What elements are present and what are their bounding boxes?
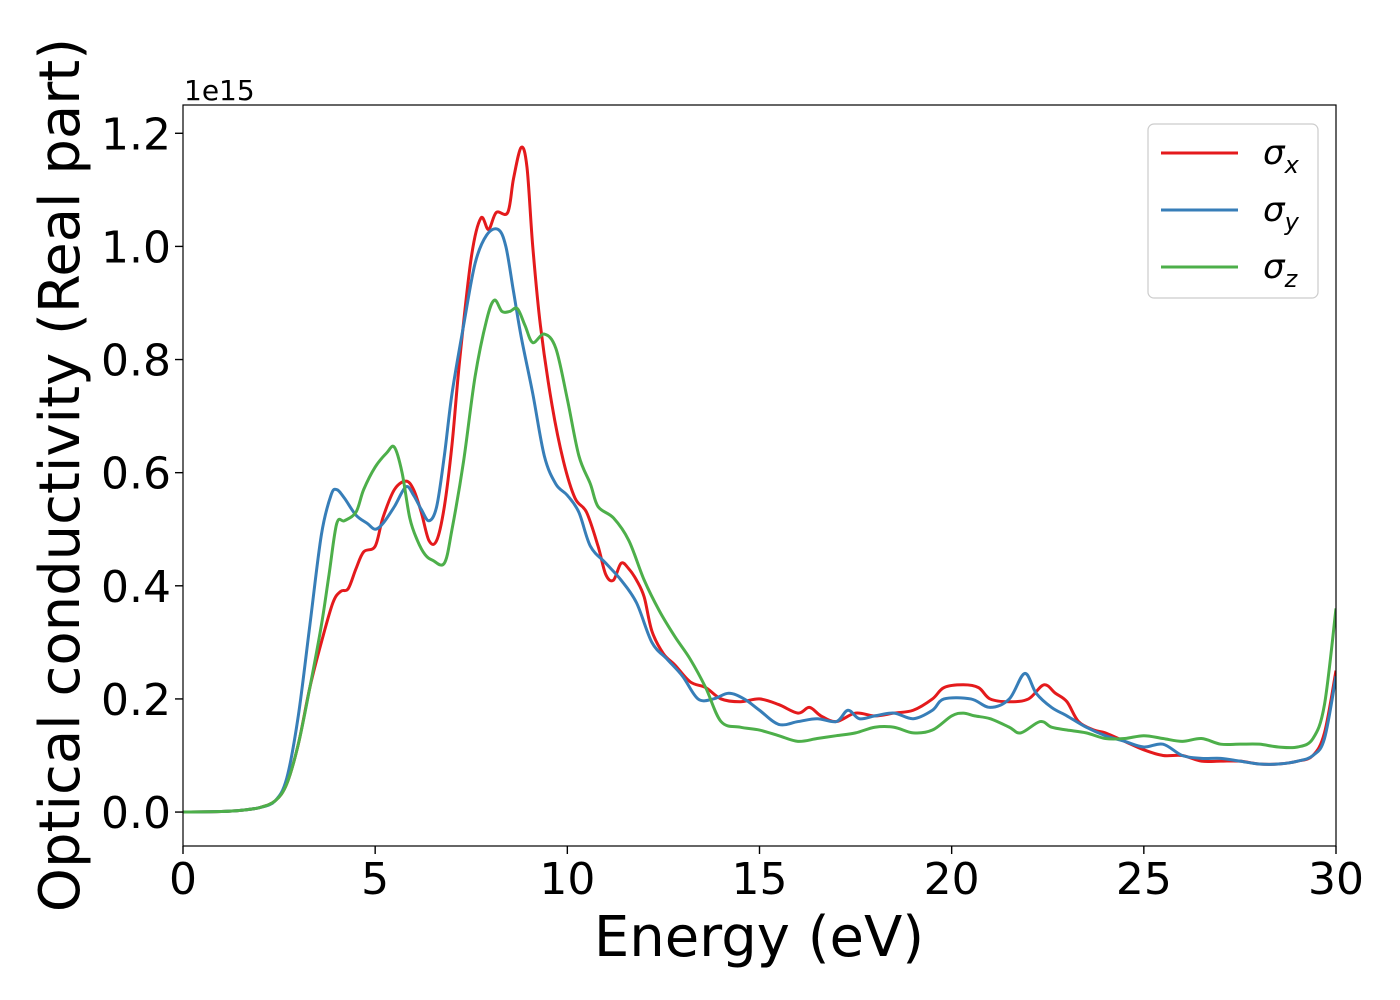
y-tick-label: 0.6 — [101, 449, 171, 500]
legend-label-sigma-z: σz — [1263, 247, 1299, 293]
x-tick-label: 25 — [1116, 854, 1172, 905]
legend-label-sigma-x: σx — [1263, 133, 1300, 179]
legend-label-sigma-y: σy — [1263, 190, 1300, 236]
y-tick-label: 0.0 — [101, 788, 171, 839]
y-tick-label: 1.0 — [101, 222, 171, 273]
series-line-sigma-y — [183, 227, 1336, 814]
y-tick-label: 1.2 — [101, 109, 171, 160]
plot-area — [183, 145, 1336, 814]
x-tick-label: 5 — [361, 854, 389, 905]
legend: σx σy σz — [1147, 123, 1319, 299]
x-tick-label: 20 — [924, 854, 980, 905]
y-tick-label: 0.4 — [101, 562, 171, 613]
x-tick-label: 15 — [732, 854, 788, 905]
y-tick-label: 0.2 — [101, 675, 171, 726]
x-tick-label: 30 — [1308, 854, 1364, 905]
y-offset-label: 1e15 — [184, 74, 255, 107]
x-tick-label: 0 — [169, 854, 197, 905]
y-tick-label: 0.8 — [101, 336, 171, 387]
series-line-sigma-z — [183, 298, 1336, 814]
y-axis-title: Optical conductivity (Real part) — [28, 38, 93, 912]
x-tick-label: 10 — [539, 854, 595, 905]
x-axis-title: Energy (eV) — [594, 905, 924, 970]
axes-frame — [182, 104, 1337, 847]
axes-ticks: 0 5 10 15 20 25 30 0.0 0.2 0.4 0.6 0.8 1.0 1.2 — [101, 109, 1364, 905]
